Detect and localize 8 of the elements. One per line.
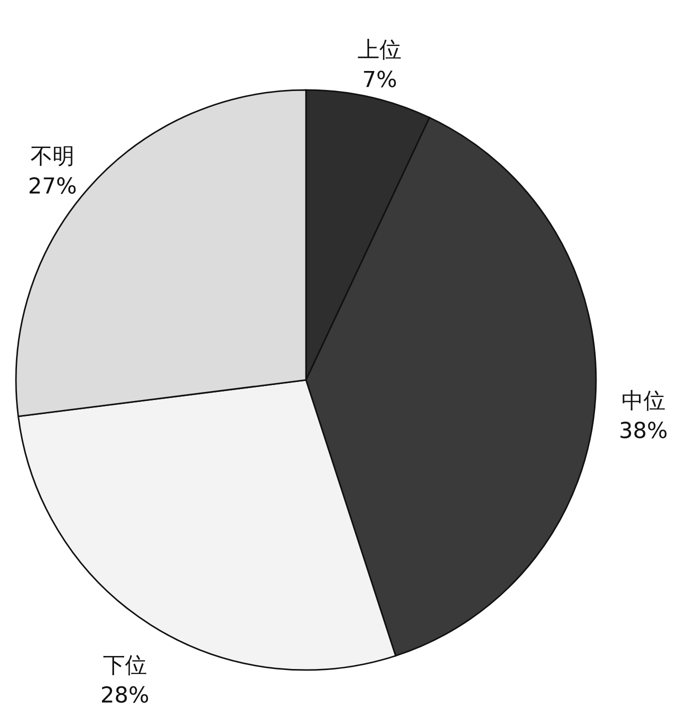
data-label: 38%	[618, 419, 668, 444]
data-label: 7%	[362, 68, 398, 94]
slice-label: 中位	[621, 389, 666, 414]
data-label: 28%	[100, 683, 150, 708]
slice-label: 下位	[102, 653, 147, 678]
data-label: 27%	[28, 174, 77, 200]
slice-label: 不明	[30, 144, 74, 170]
slice-label: 上位	[358, 38, 402, 64]
